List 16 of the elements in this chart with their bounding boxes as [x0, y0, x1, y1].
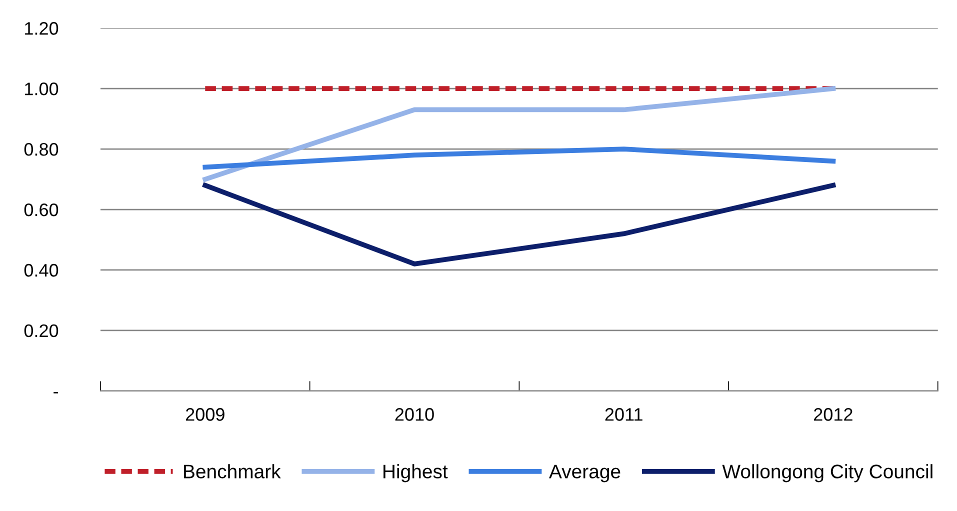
y-tick-label: 1.20: [25, 22, 58, 35]
y-tick-label: 0.60: [24, 203, 58, 216]
y-tick-label: 0.40: [24, 264, 58, 277]
line-series: [202, 146, 836, 170]
x-tick-label: 2010: [395, 408, 434, 421]
y-tick-label: -: [54, 392, 58, 394]
legend-label: Highest: [384, 464, 448, 482]
x-tick-label: 2011: [605, 408, 642, 421]
legend-label: Wollongong City Council: [722, 464, 932, 482]
legend-label: Average: [549, 464, 620, 482]
y-tick-label: 0.20: [24, 324, 58, 338]
y-tick-label: 0.80: [24, 142, 58, 156]
x-tick-label: 2012: [814, 408, 852, 421]
legend-label: Benchmark: [184, 464, 281, 478]
x-tick-label: 2009: [186, 408, 224, 421]
y-tick-label: 1.00: [25, 82, 58, 96]
